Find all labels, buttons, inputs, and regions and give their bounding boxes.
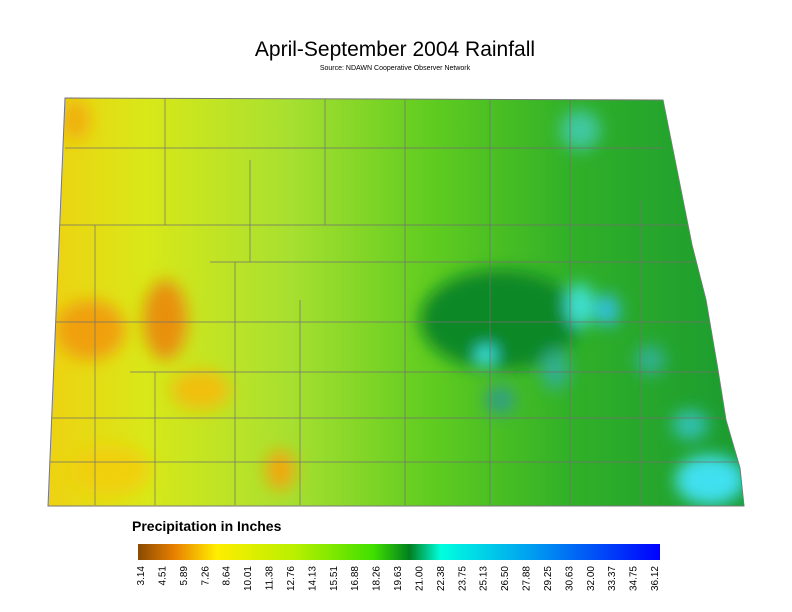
legend-label: 34.75 (629, 566, 640, 591)
legend-label: 33.37 (607, 566, 618, 591)
legend-label: 16.88 (350, 566, 361, 591)
legend-label: 22.38 (436, 566, 447, 591)
legend-label: 10.01 (243, 566, 254, 591)
legend-label: 29.25 (543, 566, 554, 591)
legend-label: 4.51 (157, 566, 168, 586)
legend-label: 11.38 (265, 566, 276, 591)
legend-label: 18.26 (372, 566, 383, 591)
legend-label: 30.63 (564, 566, 575, 591)
legend-label: 27.88 (522, 566, 533, 591)
legend-label: 3.14 (136, 566, 147, 586)
legend-label: 32.00 (586, 566, 597, 591)
legend-label: 5.89 (179, 566, 190, 586)
source: Source: NDAWN Cooperative Observer Netwo… (320, 65, 471, 72)
legend-label: 21.00 (414, 566, 425, 591)
legend-label: 23.75 (457, 566, 468, 591)
rainfall-field (55, 100, 744, 505)
legend-label: 25.13 (479, 566, 490, 591)
legend-label: 8.64 (222, 566, 233, 586)
title: April-September 2004 Rainfall (255, 38, 535, 61)
legend-label: 14.13 (307, 566, 318, 591)
legend-label: 36.12 (650, 566, 661, 591)
legend-label: 12.76 (286, 566, 297, 591)
county-lines (48, 98, 740, 505)
legend-bar (138, 544, 660, 560)
legend-label: 26.50 (500, 566, 511, 591)
state-outline (47, 97, 745, 507)
legend-labels: 3.14 4.51 5.89 7.26 8.64 10.01 11.38 12.76 14.13… (136, 566, 661, 591)
legend-label: 15.51 (329, 566, 340, 591)
legend-label: 19.63 (393, 566, 404, 591)
legend-label: 7.26 (200, 566, 211, 586)
legend-title: Precipitation in Inches (132, 518, 282, 534)
map (48, 98, 744, 506)
